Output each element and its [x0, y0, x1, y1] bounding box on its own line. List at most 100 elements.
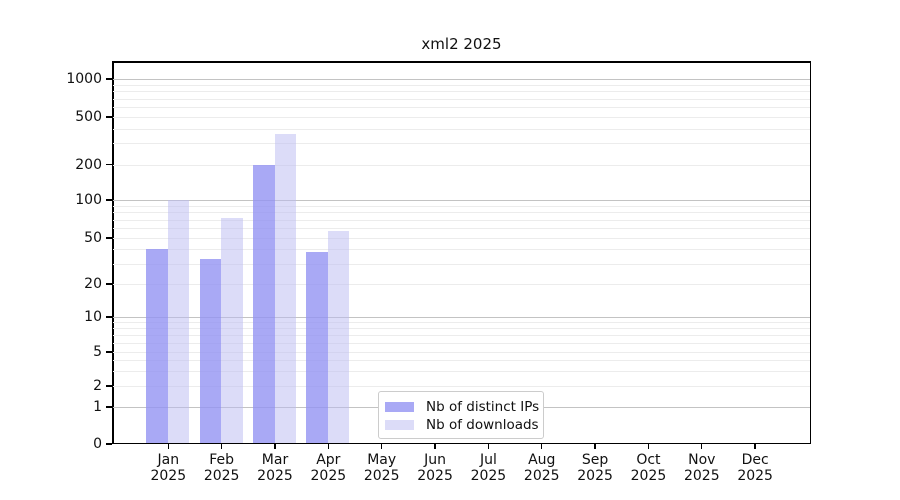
chart-title: xml2 2025: [421, 35, 502, 53]
x-tick: [381, 444, 383, 449]
y-tick: [106, 385, 112, 387]
minor-gridline: [113, 128, 810, 130]
y-tick-label: 1: [93, 399, 102, 415]
x-tick-year: 2025: [737, 468, 773, 484]
y-tick: [106, 78, 112, 80]
bar-feb-downloads: [221, 218, 243, 443]
x-tick-year: 2025: [150, 468, 187, 484]
y-tick: [106, 316, 112, 318]
legend-label-distinct-ips: Nb of distinct IPs: [426, 399, 540, 415]
y-tick: [106, 283, 112, 285]
y-tick: [106, 237, 112, 239]
legend-swatch-distinct-ips: [385, 401, 414, 413]
x-tick-year: 2025: [683, 468, 720, 484]
legend-swatch-downloads: [385, 419, 414, 431]
y-tick: [106, 351, 112, 353]
x-tick-month: Apr: [316, 452, 341, 468]
legend-label-downloads: Nb of downloads: [426, 417, 539, 433]
y-tick: [106, 406, 112, 408]
top-spine: [112, 61, 811, 63]
x-tick-label: Dec 2025: [720, 452, 790, 484]
x-tick-label: Oct 2025: [613, 452, 683, 484]
x-tick-year: 2025: [630, 468, 667, 484]
y-tick-label: 5: [93, 344, 102, 360]
y-tick-label: 20: [84, 276, 102, 292]
x-tick-label: Jun 2025: [400, 452, 470, 484]
x-tick: [220, 444, 223, 449]
minor-gridline: [113, 249, 810, 251]
minor-gridline: [113, 263, 810, 265]
x-tick: [274, 444, 276, 449]
minor-gridline: [113, 328, 810, 330]
minor-gridline: [113, 143, 810, 145]
minor-gridline: [113, 107, 810, 108]
y-tick-label: 10: [84, 309, 102, 325]
x-tick-month: Dec: [741, 452, 769, 468]
minor-gridline: [113, 91, 810, 93]
plot-area: 0 1 2 5 10 20 50 100 200 500 1000 Jan 2025 Feb 2025 Mar…: [66, 61, 811, 484]
x-tick-month: Aug: [528, 452, 556, 468]
minor-gridline: [113, 212, 810, 214]
minor-gridline: [113, 284, 810, 285]
x-tick-label: Mar 2025: [240, 452, 310, 484]
minor-gridline: [113, 228, 810, 229]
major-gridline: [113, 317, 810, 318]
x-tick-month: Nov: [688, 452, 716, 468]
minor-gridline: [113, 386, 810, 387]
x-tick-year: 2025: [363, 468, 400, 484]
y-tick-label: 50: [84, 230, 102, 246]
x-tick: [541, 444, 543, 449]
bottom-spine: [112, 442, 811, 444]
x-tick-year: 2025: [523, 468, 560, 484]
minor-gridline: [113, 98, 810, 100]
legend: Nb of distinct IPs Nb of downloads: [378, 391, 544, 439]
minor-gridline: [113, 370, 810, 372]
bar-apr-distinct-ips: [306, 251, 328, 443]
x-tick-label: Jul 2025: [453, 452, 523, 484]
bar-feb-distinct-ips: [199, 258, 222, 443]
minor-gridline: [113, 238, 810, 239]
minor-gridline: [113, 84, 810, 86]
x-tick-year: 2025: [203, 468, 240, 484]
y-tick: [106, 199, 112, 201]
y-tick-label: 500: [75, 109, 102, 125]
right-spine: [809, 61, 811, 444]
bar-jan-distinct-ips: [146, 249, 168, 443]
x-tick: [487, 444, 490, 449]
y-tick-label: 0: [93, 436, 102, 452]
minor-gridline: [113, 205, 810, 207]
x-tick-label: Aug 2025: [507, 452, 577, 484]
legend-item-downloads: Nb of downloads: [385, 416, 543, 434]
minor-gridline: [113, 117, 810, 118]
x-tick-label: Jan 2025: [133, 452, 203, 484]
x-tick-month: May: [367, 452, 397, 468]
x-tick-month: Feb: [209, 452, 235, 468]
x-tick: [594, 444, 596, 449]
x-tick: [434, 444, 436, 449]
y-tick-label: 200: [75, 156, 102, 173]
x-tick-label: May 2025: [347, 452, 417, 484]
x-tick-year: 2025: [310, 468, 347, 484]
y-tick-label: 2: [93, 378, 102, 394]
x-tick-month: Jun: [424, 452, 446, 468]
y-tick: [106, 163, 112, 166]
y-tick-label: 1000: [66, 71, 102, 87]
minor-gridline: [113, 342, 810, 344]
x-tick-month: Jul: [479, 452, 497, 468]
bar-apr-downloads: [327, 230, 350, 443]
x-tick: [754, 444, 756, 449]
x-tick-month: Jan: [157, 452, 180, 468]
major-gridline: [113, 200, 810, 201]
x-tick-label: Sep 2025: [560, 452, 630, 484]
bar-mar-distinct-ips: [253, 164, 275, 443]
x-tick-month: Oct: [636, 452, 661, 468]
major-gridline: [113, 79, 810, 80]
y-tick: [106, 443, 112, 445]
x-tick: [647, 444, 650, 449]
minor-gridline: [113, 335, 810, 336]
legend-item-distinct-ips: Nb of distinct IPs: [385, 398, 543, 416]
x-tick-month: Mar: [261, 452, 289, 468]
x-tick-year: 2025: [257, 468, 293, 484]
minor-gridline: [113, 352, 810, 353]
